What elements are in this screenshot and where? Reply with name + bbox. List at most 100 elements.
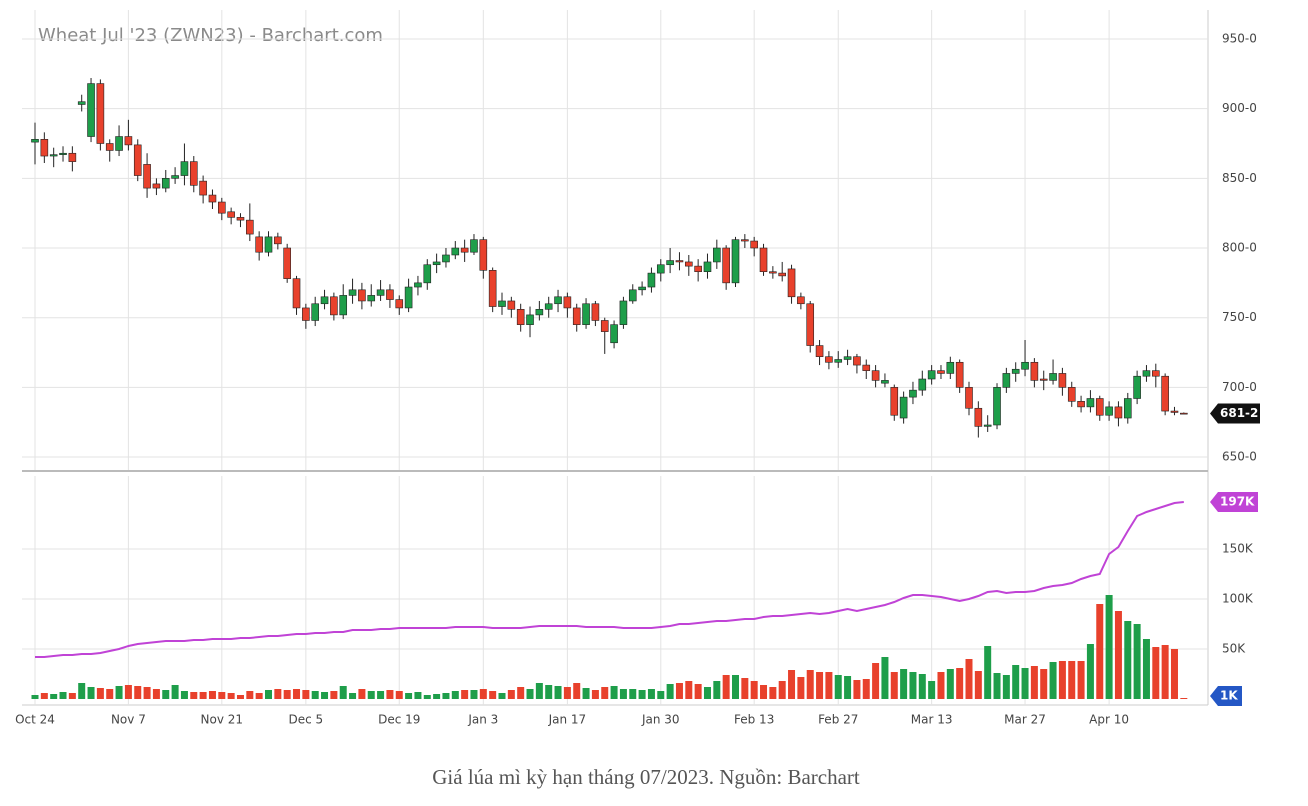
candle-body <box>255 236 263 253</box>
candle-body <box>376 289 385 296</box>
candle-body <box>1095 398 1104 416</box>
volume-bar <box>395 691 403 699</box>
open-interest-label: 197K <box>1220 495 1255 509</box>
candle-body <box>432 261 441 266</box>
y-tick-label: 900-0 <box>1222 101 1257 115</box>
volume-bar <box>937 672 945 699</box>
volume-bar <box>788 670 796 699</box>
candle-body <box>115 136 123 151</box>
x-tick-label: Nov 21 <box>201 713 244 727</box>
x-tick-label: Jan 17 <box>548 713 587 727</box>
volume-bar <box>974 671 982 699</box>
volume-bar <box>461 690 469 699</box>
candle-body <box>236 217 245 221</box>
candle-body <box>797 296 805 305</box>
candle-body <box>1067 387 1076 402</box>
candle-body <box>965 387 973 409</box>
volume-bar <box>405 693 413 699</box>
candle-body <box>124 136 133 146</box>
volume-bar <box>124 685 132 699</box>
volume-bar <box>797 677 805 699</box>
x-tick-label: Feb 27 <box>818 713 858 727</box>
x-tick-label: Dec 19 <box>378 713 420 727</box>
candle-body <box>918 378 927 391</box>
candle-body <box>582 303 590 325</box>
candle-body <box>927 370 936 380</box>
volume-bar <box>750 681 758 699</box>
y-tick-label: 650-0 <box>1222 450 1257 464</box>
volume-bar <box>451 691 459 699</box>
candle-body <box>348 289 357 296</box>
candle-body <box>358 289 366 302</box>
volume-bar <box>881 657 889 699</box>
volume-bar <box>1077 661 1085 699</box>
candle-body <box>750 240 758 249</box>
candle-body <box>311 303 320 321</box>
candle-body <box>227 211 235 218</box>
candle-body <box>544 303 553 310</box>
volume-bar <box>675 683 683 699</box>
candle-body <box>302 307 310 321</box>
volume-bar <box>545 685 553 699</box>
candle-body <box>451 247 460 256</box>
volume-label-bg <box>1210 686 1242 706</box>
volume-bar <box>685 681 693 699</box>
volume-bar <box>741 678 749 699</box>
last-price-label-bg <box>1210 403 1260 424</box>
candle-body <box>283 247 291 279</box>
volume-bar <box>517 687 525 699</box>
candle-body <box>1170 410 1179 413</box>
candle-body <box>1161 375 1169 412</box>
candle-body <box>498 300 506 307</box>
volume-bar <box>218 692 226 699</box>
candle-body <box>1058 373 1067 388</box>
y-tick-label: 950-0 <box>1222 31 1257 45</box>
volume-bar <box>629 689 637 699</box>
volume-bar <box>414 692 422 699</box>
volume-bar <box>956 668 964 699</box>
volume-bar <box>311 691 319 699</box>
volume-bar <box>806 670 814 699</box>
candle-body <box>386 289 394 300</box>
candle-body <box>983 424 992 427</box>
x-tick-label: Mar 27 <box>1004 713 1046 727</box>
volume-bar <box>760 685 768 699</box>
volume-bar <box>87 687 95 699</box>
volume-bar <box>601 687 609 699</box>
volume-bar <box>143 687 151 699</box>
candle-body <box>638 286 646 291</box>
volume-bar <box>199 692 207 699</box>
volume-bar <box>890 672 898 699</box>
candle-body <box>199 180 207 196</box>
candle-body <box>1105 406 1113 416</box>
candle-body <box>292 278 301 309</box>
candle-body <box>834 359 843 363</box>
candle-body <box>535 309 544 316</box>
volume-bar <box>367 691 375 699</box>
volume-bar <box>386 690 394 699</box>
volume-bar <box>965 659 973 699</box>
candle-body <box>806 303 815 346</box>
volume-bar <box>433 694 441 699</box>
volume-bar <box>330 691 338 699</box>
candle-body <box>339 295 348 316</box>
candle-body <box>937 370 945 374</box>
volume-bar <box>498 693 506 699</box>
candle-body <box>246 219 254 235</box>
candle-body <box>526 314 534 325</box>
candle-body <box>591 303 600 321</box>
candle-body <box>703 261 712 273</box>
candle-body <box>152 183 161 189</box>
candle-body <box>825 356 833 363</box>
candle-body <box>881 380 889 384</box>
candle-body <box>656 264 665 274</box>
candle-body <box>731 239 740 284</box>
candle-body <box>684 261 693 267</box>
candle-body <box>993 387 1001 426</box>
volume-bar <box>302 690 310 699</box>
volume-bar <box>1142 639 1150 699</box>
volume-bar <box>694 684 702 699</box>
candle-body <box>460 247 469 253</box>
volume-bar <box>31 695 39 699</box>
candle-body <box>843 356 852 360</box>
